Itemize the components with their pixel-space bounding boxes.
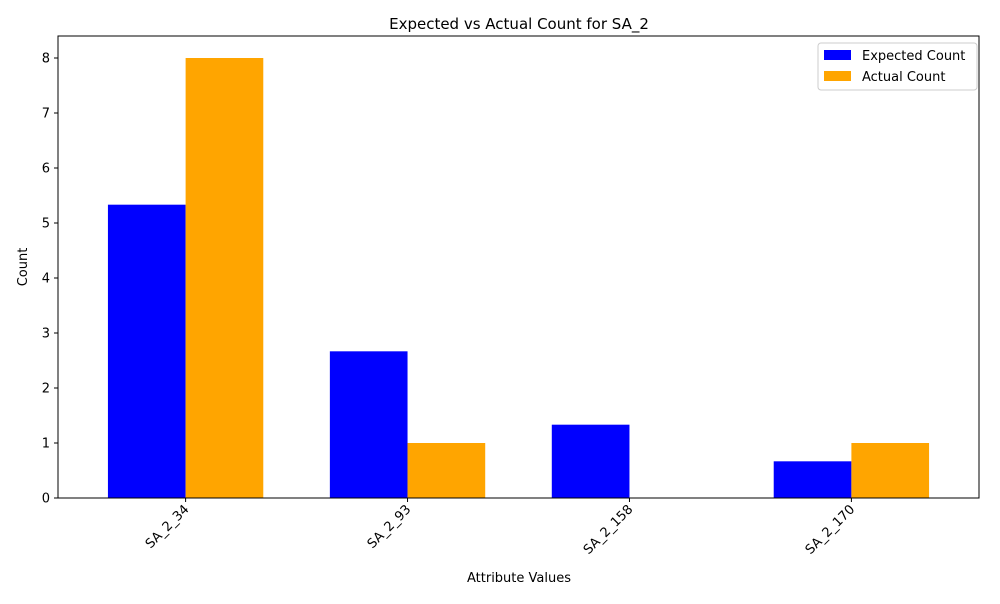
y-tick-label: 8 (42, 52, 50, 67)
plot-frame (57, 35, 980, 499)
x-axis-label: Attribute Values (467, 571, 571, 586)
legend-label: Expected Count (862, 49, 965, 64)
chart-title: Expected vs Actual Count for SA_2 (389, 15, 649, 34)
y-tick-label: 1 (42, 437, 50, 452)
y-tick-label: 7 (42, 107, 50, 122)
bars-layer (107, 58, 930, 498)
bar-expected-SA_2_170 (773, 461, 852, 498)
x-tick-label: SA_2_93 (365, 502, 415, 552)
y-tick-label: 5 (42, 217, 50, 232)
bar-actual-SA_2_34 (185, 58, 264, 498)
x-tick-label: SA_2_158 (581, 502, 636, 557)
y-tick-label: 4 (42, 272, 50, 287)
legend-box (817, 42, 978, 91)
legend-label: Actual Count (862, 70, 945, 85)
x-tick-label: SA_2_34 (143, 502, 193, 552)
bar-expected-SA_2_34 (107, 204, 186, 498)
legend-swatch (824, 71, 851, 81)
y-tick-label: 0 (42, 492, 50, 507)
bar-expected-SA_2_158 (551, 424, 630, 498)
legend-swatch (824, 50, 851, 60)
y-tick-label: 2 (42, 382, 50, 397)
bar-actual-SA_2_170 (851, 443, 930, 498)
bar-actual-SA_2_93 (407, 443, 486, 498)
x-tick-label: SA_2_170 (803, 502, 858, 557)
y-axis-label: Count (16, 248, 31, 287)
y-tick-label: 3 (42, 327, 50, 342)
legend: Expected Count Actual Count (817, 42, 978, 91)
bar-expected-SA_2_93 (329, 351, 408, 498)
y-tick-label: 6 (42, 162, 50, 177)
